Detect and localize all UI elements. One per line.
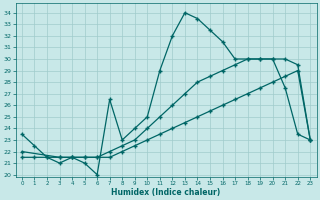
- X-axis label: Humidex (Indice chaleur): Humidex (Indice chaleur): [111, 188, 221, 197]
